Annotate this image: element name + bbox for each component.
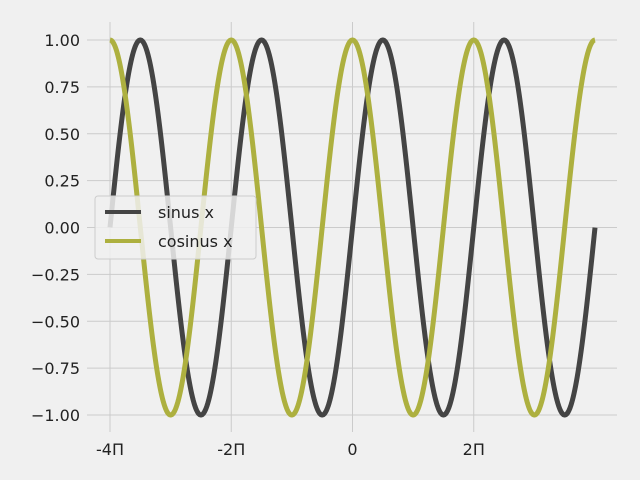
legend-label-cosinus: cosinus x xyxy=(158,232,233,251)
legend-label-sinus: sinus x xyxy=(158,203,214,222)
series-line-cosinus xyxy=(108,37,597,418)
x-axis-ticks: -4Π -2Π 0 2Π xyxy=(96,440,485,459)
y-tick-label: −0.25 xyxy=(31,265,80,284)
y-tick-label: −0.50 xyxy=(31,312,80,331)
series-group xyxy=(107,37,598,418)
y-tick-label: 1.00 xyxy=(44,31,80,50)
x-tick-label: 0 xyxy=(347,440,357,459)
y-tick-label: 0.75 xyxy=(44,78,80,97)
series-line-sinus xyxy=(107,37,598,418)
y-tick-label: 0.00 xyxy=(44,219,80,238)
y-tick-label: 0.25 xyxy=(44,172,80,191)
x-tick-label: 2Π xyxy=(463,440,485,459)
y-tick-label: −0.75 xyxy=(31,359,80,378)
x-tick-label: -2Π xyxy=(217,440,245,459)
y-axis-ticks: 1.00 0.75 0.50 0.25 0.00 −0.25 −0.50 −0.75 −1.00 xyxy=(31,31,80,425)
y-tick-label: −1.00 xyxy=(31,406,80,425)
x-tick-label: -4Π xyxy=(96,440,124,459)
legend: sinus x cosinus x xyxy=(94,195,257,260)
y-tick-label: 0.50 xyxy=(44,125,80,144)
